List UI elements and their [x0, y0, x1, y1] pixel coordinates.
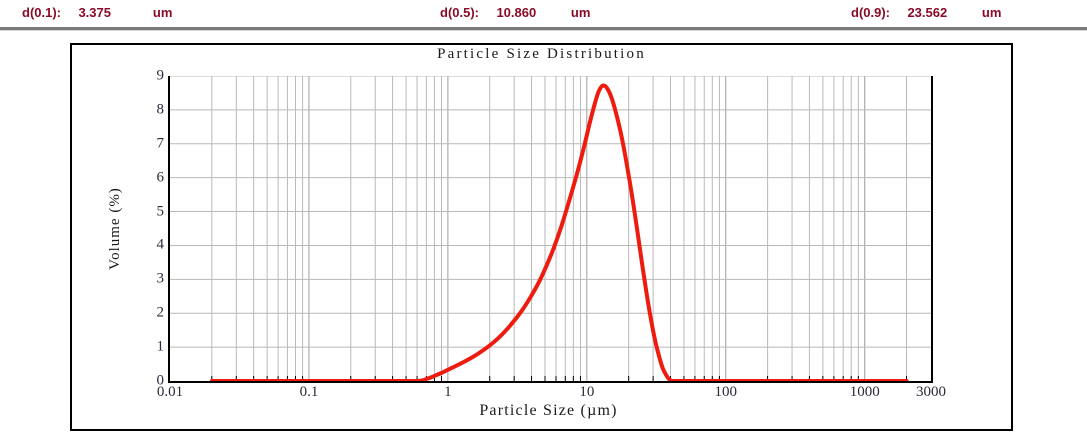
chart-title: Particle Size Distribution [437, 46, 646, 62]
stat-d50-value: 10.860 [496, 5, 537, 20]
y-tick-1: 1 [156, 338, 165, 355]
chart-frame: Particle Size Distribution Volume (%) 0 1… [70, 43, 1013, 431]
x-tick-0.1: 0.1 [299, 384, 319, 400]
statistics-bar: d(0.1): 3.375 um d(0.5): 10.860 um d(0.9… [0, 0, 1087, 26]
grid-major-lines [170, 76, 931, 381]
y-tick-0: 0 [156, 372, 165, 389]
header-divider [0, 27, 1087, 30]
y-axis-label-text: Volume (%) [106, 187, 123, 270]
x-tick-0.01: 0.01 [156, 384, 184, 400]
y-tick-6: 6 [156, 169, 165, 186]
y-tick-5: 5 [156, 203, 165, 220]
y-tick-2: 2 [156, 304, 165, 321]
grid-minor-lines [211, 76, 908, 381]
y-tick-7: 7 [156, 135, 165, 152]
stat-d90-unit: um [981, 5, 1002, 20]
header-divider-light [0, 30, 1087, 31]
volume-distribution-curve [209, 83, 909, 381]
y-tick-8: 8 [156, 101, 165, 118]
stat-d10-label: d(0.1): [22, 5, 61, 20]
stat-d90-label: d(0.9): [851, 5, 890, 20]
x-tick-1000: 1000 [849, 384, 880, 400]
stat-d90: d(0.9): 23.562 um [851, 4, 1001, 22]
stat-d90-value: 23.562 [907, 5, 948, 20]
y-tick-3: 3 [156, 270, 165, 287]
y-axis-label: Volume (%) [104, 76, 126, 381]
stat-d10-unit: um [152, 5, 173, 20]
stat-d10-value: 3.375 [78, 5, 111, 20]
stat-d10: d(0.1): 3.375 um [22, 4, 172, 22]
y-tick-9: 9 [156, 67, 165, 84]
stat-d50-unit: um [570, 5, 591, 20]
stat-d50-label: d(0.5): [440, 5, 479, 20]
y-tick-4: 4 [156, 236, 165, 253]
x-tick-3000: 3000 [916, 384, 946, 400]
x-tick-100: 100 [714, 384, 738, 400]
x-tick-1: 1 [444, 384, 452, 400]
x-axis-label: Particle Size (µm) [479, 402, 618, 419]
stat-d50: d(0.5): 10.860 um [440, 4, 590, 22]
x-tick-10: 10 [579, 384, 595, 400]
plot-area: 0 1 2 3 4 5 6 7 8 9 0.01 0.1 1 10 100 1000 3000 [157, 68, 947, 401]
distribution-plot [170, 76, 931, 381]
